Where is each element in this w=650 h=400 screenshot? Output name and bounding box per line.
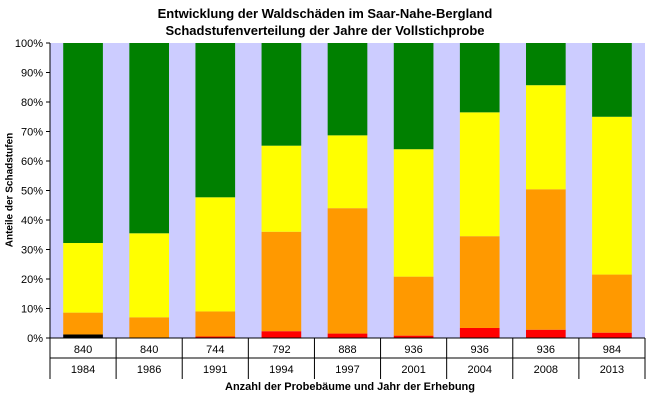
bar-segment-1991-4: [195, 43, 236, 198]
y-tick-label: 60%: [21, 156, 43, 168]
y-tick-label: 40%: [21, 215, 43, 227]
y-tick-label: 100%: [15, 38, 43, 50]
bar-segment-1997-4: [327, 43, 368, 136]
bars-layer: [63, 43, 632, 338]
bar-segment-2008-4: [526, 43, 566, 86]
y-tick-label: 0%: [27, 333, 43, 345]
sample-count-label: 936: [537, 344, 555, 356]
bar-segment-2013-1: [592, 332, 632, 338]
sample-count-label: 840: [140, 344, 158, 356]
bar-segment-2004-3: [459, 112, 500, 237]
chart-subtitle: Schadstufenverteilung der Jahre der Voll…: [165, 23, 485, 38]
bar-segment-2013-3: [592, 116, 632, 275]
bar-segment-2004-1: [459, 327, 500, 338]
bar-segment-1984-3: [63, 243, 103, 313]
bar-segment-2013-4: [592, 43, 632, 117]
sample-count-label: 840: [74, 344, 92, 356]
year-label: 1986: [137, 364, 161, 376]
bar-segment-2001-4: [393, 43, 434, 150]
bar-segment-2004-4: [459, 43, 500, 113]
sample-count-label: 744: [206, 344, 224, 356]
year-label: 1991: [203, 364, 227, 376]
sample-count-label: 888: [338, 344, 356, 356]
year-label: 2004: [467, 364, 491, 376]
bar-segment-2008-2: [526, 189, 566, 330]
bar-segment-1994-4: [261, 43, 302, 146]
labels-layer: 840 1984 840 1986 744 1991 792 1994 888 1997 936 20…: [49, 338, 646, 379]
bar-segment-1991-2: [195, 311, 236, 337]
axis-layer: 0% 10% 20% 30% 40% 50% 60% 70% 80% 90% 100%: [15, 38, 645, 345]
year-label: 2001: [401, 364, 425, 376]
bar-segment-1991-1: [195, 336, 236, 338]
bar-segment-1984-2: [63, 312, 103, 335]
y-tick-label: 30%: [21, 245, 43, 257]
bar-segment-1994-3: [261, 145, 302, 232]
y-tick-label: 20%: [21, 274, 43, 286]
y-tick-label: 90%: [21, 68, 43, 80]
bar-segment-1984-0: [63, 334, 103, 338]
sample-count-label: 984: [603, 344, 621, 356]
y-tick-label: 80%: [21, 97, 43, 109]
sample-count-label: 936: [404, 344, 422, 356]
bar-segment-2004-2: [459, 236, 500, 328]
bar-segment-1997-3: [327, 135, 368, 209]
y-tick-label: 50%: [21, 186, 43, 198]
sample-count-label: 792: [272, 344, 290, 356]
bar-segment-1997-1: [327, 333, 368, 338]
bar-segment-1986-4: [129, 43, 169, 234]
y-axis-title: Anteile der Schadstufen: [4, 132, 16, 248]
bar-segment-1994-1: [261, 331, 302, 338]
y-tick-label: 10%: [21, 304, 43, 316]
bar-segment-1994-2: [261, 231, 302, 332]
bar-segment-2008-1: [526, 329, 566, 338]
bar-segment-1984-4: [63, 43, 103, 244]
bar-segment-2001-1: [393, 335, 434, 338]
year-label: 1994: [269, 364, 293, 376]
year-label: 1984: [71, 364, 95, 376]
bar-segment-1986-2: [129, 317, 169, 338]
year-label: 1997: [335, 364, 359, 376]
bar-segment-1991-3: [195, 197, 236, 312]
bar-segment-2001-2: [393, 276, 434, 336]
chart-title: Entwicklung der Waldschäden im Saar-Nahe…: [157, 6, 493, 21]
year-label: 2008: [534, 364, 558, 376]
sample-count-label: 936: [471, 344, 489, 356]
bar-segment-1986-3: [129, 233, 169, 318]
year-label: 2013: [600, 364, 624, 376]
y-tick-label: 70%: [21, 127, 43, 139]
bar-segment-2001-3: [393, 149, 434, 277]
x-axis-title: Anzahl der Probebäume und Jahr der Erheb…: [225, 381, 475, 393]
bar-segment-2013-2: [592, 274, 632, 333]
bar-segment-2008-3: [526, 85, 566, 190]
bar-segment-1997-2: [327, 208, 368, 334]
